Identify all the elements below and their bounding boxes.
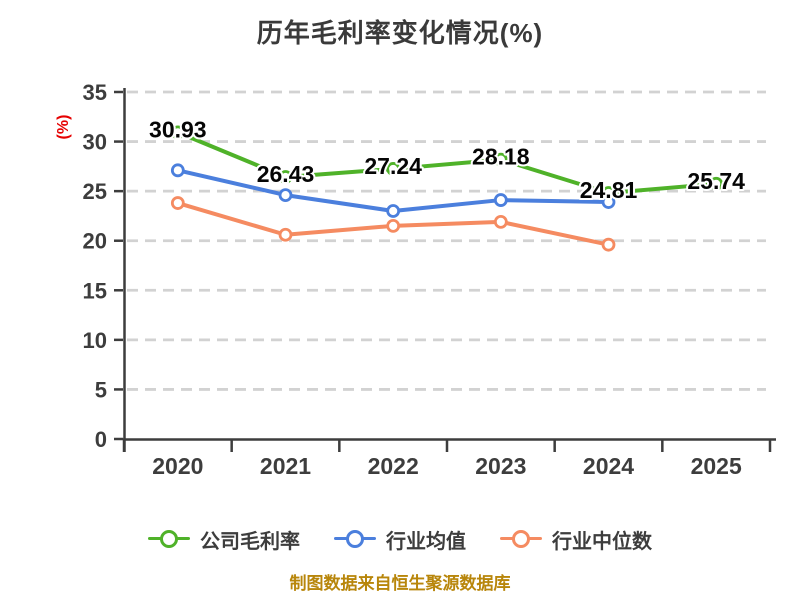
value-label: 27.24: [364, 153, 422, 179]
legend-label: 行业均值: [386, 530, 466, 553]
data-point-marker: [601, 195, 616, 209]
series-marker-icon: [334, 530, 376, 548]
legend-item-0: 公司毛利率: [148, 525, 300, 554]
data-point-marker: [278, 170, 293, 184]
x-tick-label: 2022: [368, 453, 419, 479]
x-tick-label: 2024: [583, 453, 634, 479]
value-label: 26.43: [257, 161, 315, 187]
legend-item-2: 行业中位数: [500, 525, 652, 554]
y-tick-label: 35: [83, 80, 107, 105]
data-point-marker: [493, 214, 508, 229]
data-point-marker: [170, 125, 185, 140]
value-label: 24.81: [580, 177, 638, 203]
value-label: 25.74: [687, 168, 745, 194]
y-tick-label: 25: [83, 179, 107, 204]
legend-label: 行业中位数: [552, 530, 652, 553]
series-dot-icon: [346, 530, 364, 548]
data-point-marker: [601, 237, 616, 252]
data-point-marker: [278, 188, 293, 203]
data-point-marker: [709, 176, 724, 191]
y-tick-label: 30: [83, 130, 107, 155]
series-dot-icon: [160, 530, 178, 548]
legend-label: 公司毛利率: [200, 530, 300, 553]
y-tick-label: 10: [83, 328, 107, 353]
legend-item-1: 行业均值: [334, 525, 466, 554]
y-tick-label: 5: [95, 377, 107, 402]
y-tick-label: 0: [95, 427, 107, 452]
data-point-marker: [386, 162, 401, 176]
x-tick-label: 2021: [260, 453, 311, 479]
x-tick-label: 2020: [152, 453, 203, 479]
y-tick-label: 15: [83, 278, 107, 303]
data-point-marker: [170, 196, 185, 210]
data-point-marker: [493, 152, 508, 167]
chart-title: 历年毛利率变化情况(%): [256, 18, 544, 48]
chart-legend: 公司毛利率 行业均值 行业中位数: [0, 521, 800, 557]
data-point-marker: [386, 204, 401, 218]
series-marker-icon: [500, 530, 542, 548]
y-tick-label: 20: [83, 229, 107, 254]
data-point-marker: [493, 193, 508, 207]
x-tick-label: 2023: [475, 453, 526, 479]
value-label: 28.18: [472, 144, 530, 170]
series-line-0: [175, 130, 719, 196]
data-point-marker: [386, 218, 401, 233]
series-marker-icon: [148, 530, 190, 548]
data-source-note: 制图数据来自恒生聚源数据库: [289, 574, 511, 593]
data-point-marker: [278, 227, 293, 242]
x-tick-label: 2025: [691, 453, 742, 479]
data-point-marker: [170, 163, 185, 178]
value-label: 30.93: [149, 116, 207, 142]
series-dot-icon: [512, 530, 530, 548]
